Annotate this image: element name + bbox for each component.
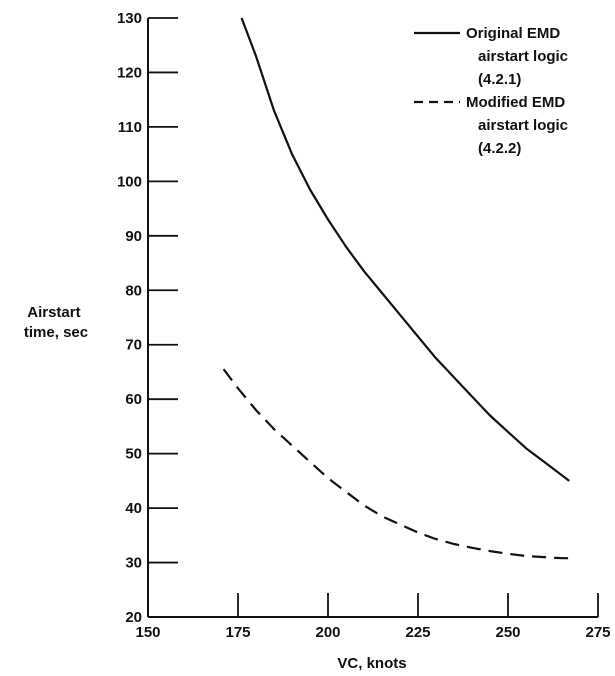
y-tick-label-130: 130: [117, 10, 142, 27]
modified-logic-curve: [222, 368, 570, 560]
y-tick-label-60: 60: [125, 391, 142, 408]
y-tick-label-50: 50: [125, 446, 142, 463]
modified-logic-legend-line-3: (4.2.2): [478, 140, 521, 157]
original-logic-legend-line-1: Original EMD: [466, 25, 560, 42]
x-tick-label-225: 225: [405, 624, 430, 641]
y-tick-label-90: 90: [125, 228, 142, 245]
x-tick-label-200: 200: [315, 624, 340, 641]
legend: Original EMD airstart logic (4.2.1) Modifie…: [414, 25, 568, 157]
y-tick-label-20: 20: [125, 609, 142, 626]
y-axis-title: Airstart time, sec: [24, 304, 88, 341]
y-tick-label-100: 100: [117, 173, 142, 190]
y-tick-label-40: 40: [125, 500, 142, 517]
x-tick-label-150: 150: [135, 624, 160, 641]
x-tick-label-275: 275: [585, 624, 610, 641]
original-logic-curve: [240, 17, 570, 482]
y-axis-title-line-2: time, sec: [24, 324, 88, 341]
modified-logic-legend-line-2: airstart logic: [478, 117, 568, 134]
x-tick-label-175: 175: [225, 624, 250, 641]
series-layer: [222, 17, 570, 560]
y-tick-label-80: 80: [125, 282, 142, 299]
original-logic-legend-line-3: (4.2.1): [478, 71, 521, 88]
y-axis-title-line-1: Airstart: [27, 304, 80, 321]
axes: 20 30 40 50 60 70 80 90 100 110 120 130 150 175 200 225…: [117, 10, 611, 641]
x-axis-title: VC, knots: [337, 655, 406, 672]
original-logic-legend-line-2: airstart logic: [478, 48, 568, 65]
modified-logic-legend-line-1: Modified EMD: [466, 94, 565, 111]
y-tick-label-120: 120: [117, 64, 142, 81]
y-tick-label-30: 30: [125, 555, 142, 572]
x-tick-label-250: 250: [495, 624, 520, 641]
y-tick-label-70: 70: [125, 337, 142, 354]
y-tick-label-110: 110: [118, 119, 142, 136]
